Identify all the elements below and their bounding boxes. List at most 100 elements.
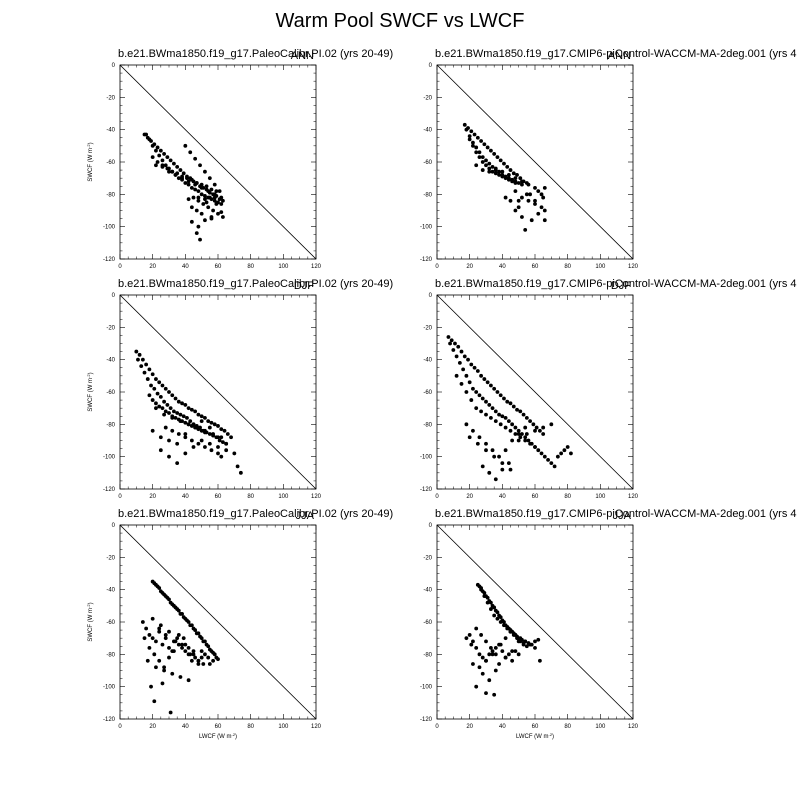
scatter-point xyxy=(534,425,539,430)
scatter-point xyxy=(500,174,505,179)
scatter-point xyxy=(178,419,183,423)
scatter-point xyxy=(142,636,147,641)
scatter-point xyxy=(167,629,171,634)
one-to-one-line xyxy=(119,524,317,720)
scatter-point xyxy=(459,382,464,386)
scatter-point xyxy=(186,406,191,411)
y-axis-title-base: SWCF (W m xyxy=(88,148,94,182)
scatter-point xyxy=(216,424,220,428)
scatter-point xyxy=(498,642,503,647)
scatter-point xyxy=(523,435,528,440)
scatter-point xyxy=(562,448,567,453)
scatter-point xyxy=(154,401,158,406)
scatter-point xyxy=(176,642,181,647)
scatter-point xyxy=(500,169,505,174)
scatter-point xyxy=(487,161,492,166)
scatter-point xyxy=(516,205,521,210)
scatter-point xyxy=(212,182,217,187)
scatter-point xyxy=(194,231,199,236)
scatter-point xyxy=(484,163,488,168)
scatter-point xyxy=(480,655,485,660)
x-tick-label: 20 xyxy=(466,494,473,500)
x-tick-label: 60 xyxy=(215,264,222,270)
scatter-point xyxy=(186,197,191,202)
scatter-point xyxy=(536,637,541,642)
scatter-point xyxy=(490,448,495,453)
scatter-point xyxy=(158,435,163,440)
scatter-point xyxy=(498,393,503,398)
figure-title: Warm Pool SWCF vs LWCF xyxy=(275,10,525,32)
scatter-point xyxy=(508,467,513,472)
scatter-point xyxy=(536,189,541,194)
scatter-point xyxy=(520,432,524,436)
scatter-point xyxy=(178,612,183,616)
scatter-point xyxy=(211,650,216,655)
scatter-point xyxy=(193,187,198,192)
scatter-point xyxy=(168,406,173,411)
season-label: JJA xyxy=(296,510,315,522)
scatter-point xyxy=(542,454,547,459)
scatter-point xyxy=(189,185,194,190)
scatter-point xyxy=(163,163,168,168)
y-tick-label: -80 xyxy=(106,192,115,198)
scatter-point xyxy=(206,655,211,660)
scatter-point xyxy=(480,160,485,164)
scatter-point xyxy=(219,210,224,215)
scatter-point xyxy=(180,642,184,647)
scatter-point xyxy=(526,438,531,443)
scatter-point xyxy=(508,629,513,634)
scatter-point xyxy=(150,143,155,148)
scatter-point xyxy=(150,372,155,377)
scatter-point xyxy=(167,169,171,174)
scatter-point xyxy=(150,616,155,621)
scatter-point xyxy=(531,422,536,427)
scatter-point xyxy=(508,401,513,406)
y-tick-label: -40 xyxy=(423,128,432,134)
scatter-point xyxy=(565,445,570,449)
y-tick-label: -120 xyxy=(420,487,433,493)
scatter-point xyxy=(475,441,480,446)
scatter-point xyxy=(189,205,194,210)
y-tick-label: -20 xyxy=(423,95,432,101)
y-tick-label: -40 xyxy=(106,128,115,134)
scatter-point xyxy=(472,365,477,370)
y-tick-label: -120 xyxy=(103,257,116,263)
y-tick-label: 0 xyxy=(112,293,116,299)
scatter-point xyxy=(489,383,493,388)
y-tick-label: -120 xyxy=(103,487,116,493)
scatter-point xyxy=(489,148,493,153)
scatter-point xyxy=(196,658,201,663)
scatter-point xyxy=(487,652,492,657)
scatter-point xyxy=(506,177,511,182)
y-tick-label: -20 xyxy=(106,95,115,101)
scatter-point xyxy=(461,367,466,372)
scatter-point xyxy=(216,211,220,216)
y-tick-label: -40 xyxy=(423,588,432,594)
scatter-point xyxy=(203,428,207,433)
scatter-point xyxy=(493,171,498,176)
scatter-point xyxy=(214,202,219,206)
scatter-point xyxy=(520,179,524,184)
scatter-point xyxy=(152,581,157,586)
scatter-point xyxy=(469,362,474,367)
scatter-point xyxy=(204,184,209,189)
scatter-point xyxy=(183,143,188,148)
scatter-point xyxy=(477,150,482,155)
y-axis-title-exponent: -2 xyxy=(86,144,91,148)
y-axis-title-close: ) xyxy=(88,372,94,374)
scatter-point xyxy=(487,166,492,171)
scatter-point xyxy=(221,215,225,219)
scatter-point xyxy=(199,192,204,197)
scatter-point xyxy=(162,668,167,673)
scatter-point xyxy=(154,639,158,644)
y-tick-label: -40 xyxy=(106,358,115,364)
scatter-point xyxy=(157,380,162,385)
scatter-point xyxy=(515,636,519,641)
scatter-point xyxy=(194,425,199,430)
scatter-point xyxy=(206,205,211,210)
panel-title: b.e21.BWma1850.f19_g17.PaleoCalibr.PI.02… xyxy=(118,508,393,520)
scatter-point xyxy=(207,441,212,446)
x-tick-label: 60 xyxy=(532,264,539,270)
scatter-point xyxy=(221,440,225,445)
scatter-point xyxy=(154,377,158,381)
